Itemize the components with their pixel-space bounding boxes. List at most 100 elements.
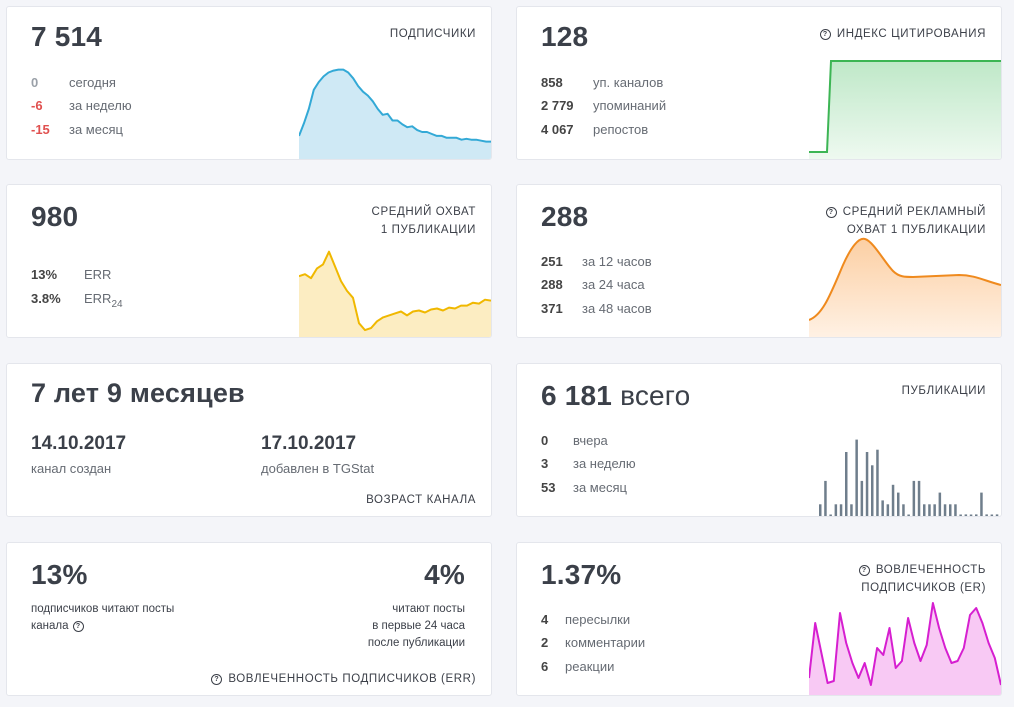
publications-title: ПУБЛИКАЦИИ	[901, 385, 986, 397]
help-icon[interactable]: ?	[858, 565, 870, 576]
stat-mentions: 2 779 упоминаний	[541, 98, 667, 113]
help-icon[interactable]: ?	[72, 621, 84, 632]
stat-12h: 251 за 12 часов	[541, 254, 652, 269]
citation-index: 128	[541, 21, 589, 52]
subscribers-count: 7 514	[31, 21, 103, 52]
publications-bar-chart	[819, 439, 999, 516]
help-icon[interactable]: ?	[211, 674, 223, 685]
publication-bar	[819, 504, 822, 516]
publication-bar	[891, 484, 895, 516]
ad-reach-card[interactable]: 288 ? СРЕДНИЙ РЕКЛАМНЫЙ ОХВАТ 1 ПУБЛИКАЦИ…	[516, 184, 1002, 338]
publication-bar	[902, 504, 905, 516]
avg-reach-title: СРЕДНИЙ ОХВАТ 1 ПУБЛИКАЦИИ	[371, 206, 476, 236]
stat-yesterday: 0 вчера	[541, 433, 608, 448]
sparkline-line	[299, 250, 491, 332]
ad-reach-title: ? СРЕДНИЙ РЕКЛАМНЫЙ ОХВАТ 1 ПУБЛИКАЦИИ	[825, 203, 986, 239]
avg-reach-card[interactable]: 980 СРЕДНИЙ ОХВАТ 1 ПУБЛИКАЦИИ 13% ERR 3.8…	[6, 184, 492, 338]
stat-today: 0 сегодня	[31, 75, 116, 90]
publication-bar	[933, 504, 936, 516]
channel-age-footer: ВОЗРАСТ КАНАЛА	[366, 494, 476, 506]
publication-bar	[995, 514, 999, 516]
sparkline-area	[299, 251, 491, 337]
stat-err: 13% ERR	[31, 267, 112, 282]
sparkline-line	[299, 68, 491, 143]
added-label: добавлен в TGStat	[261, 461, 375, 476]
publication-bar	[954, 504, 957, 516]
publication-bar	[907, 514, 910, 516]
help-icon[interactable]: ?	[819, 29, 831, 40]
avg-reach-value: 980	[31, 201, 79, 232]
stat-mentioning-channels: 858 уп. каналов	[541, 75, 664, 90]
publication-bar	[829, 514, 832, 516]
channel-age-value: 7 лет 9 месяцев	[31, 378, 245, 408]
stat-forwards: 4 пересылки	[541, 612, 631, 627]
err-right-text: читают посты в первые 24 часа после публ…	[367, 603, 465, 649]
publication-bar	[964, 514, 968, 516]
citation-title: ? ИНДЕКС ЦИТИРОВАНИЯ	[819, 25, 986, 43]
publication-bar	[949, 504, 952, 516]
publication-bar	[990, 514, 994, 516]
publication-bar	[980, 492, 983, 516]
publication-bar	[860, 480, 864, 516]
created-date: 14.10.2017	[31, 433, 127, 454]
er-value: 1.37%	[541, 559, 622, 590]
help-icon[interactable]: ?	[825, 207, 837, 218]
sparkline-area	[299, 69, 491, 159]
publication-bar	[886, 504, 890, 516]
subscribers-card[interactable]: 7 514 ПОДПИСЧИКИ 0 сегодня -6 за неделю -1…	[6, 6, 492, 160]
err-right-value: 4%	[424, 559, 465, 590]
subscribers-sparkline	[299, 68, 491, 159]
stat-week: -6 за неделю	[31, 98, 132, 113]
created-label: канал создан	[31, 461, 112, 476]
publication-bar	[917, 480, 921, 516]
publications-card[interactable]: 6 181 всего ПУБЛИКАЦИИ 0 вчера 3 за неделю…	[516, 363, 1002, 517]
er-sparkline	[809, 602, 1001, 695]
publication-bar	[845, 452, 848, 516]
stat-comments: 2 комментарии	[541, 635, 646, 650]
stat-week: 3 за неделю	[541, 456, 636, 471]
stat-reactions: 6 реакции	[541, 659, 615, 674]
channel-age-card[interactable]: 7 лет 9 месяцев 14.10.2017 канал создан …	[6, 363, 492, 517]
publication-bar	[912, 480, 916, 516]
stat-48h: 371 за 48 часов	[541, 301, 652, 316]
publication-bar	[897, 492, 900, 516]
citation-card[interactable]: 128 ? ИНДЕКС ЦИТИРОВАНИЯ 858 уп. каналов 2…	[516, 6, 1002, 160]
err-left-text: подписчиков читают посты канала?	[31, 603, 175, 632]
subscribers-title: ПОДПИСЧИКИ	[389, 28, 476, 40]
err-left-value: 13%	[31, 559, 88, 590]
publication-bar	[985, 514, 988, 516]
publication-bar	[928, 504, 931, 516]
publication-bar	[923, 504, 926, 516]
stat-reposts: 4 067 репостов	[541, 122, 649, 137]
stat-month: -15 за месяц	[31, 122, 123, 137]
publication-bar	[943, 504, 947, 516]
publication-bar	[959, 514, 962, 516]
ad-reach-sparkline	[809, 237, 1001, 337]
publication-bar	[834, 504, 838, 516]
avg-reach-sparkline	[299, 250, 491, 337]
sparkline-line	[809, 602, 1001, 686]
stat-err24: 3.8% ERR24	[31, 291, 123, 310]
sparkline-area	[809, 603, 1001, 695]
publication-bar	[850, 504, 853, 516]
err-footer: ? ВОВЛЕЧЕННОСТЬ ПОДПИСЧИКОВ (ERR)	[211, 673, 476, 685]
publication-bar	[938, 492, 942, 516]
ad-reach-value: 288	[541, 201, 589, 232]
publication-bar	[855, 439, 858, 516]
stat-month: 53 за месяц	[541, 480, 627, 495]
publication-bar	[871, 465, 874, 516]
publication-bar	[865, 452, 869, 516]
publication-bar	[969, 514, 973, 516]
publication-bar	[876, 449, 879, 516]
er-title: ? ВОВЛЕЧЕННОСТЬ ПОДПИСЧИКОВ (ER)	[858, 561, 986, 597]
publication-bar	[824, 480, 827, 516]
err-card[interactable]: 13% подписчиков читают посты канала? 4% …	[6, 542, 492, 696]
publication-bar	[975, 514, 978, 516]
publications-total: 6 181 всего	[541, 380, 691, 411]
publication-bar	[839, 504, 843, 516]
citation-sparkline	[809, 60, 1001, 159]
stat-24h: 288 за 24 часа	[541, 277, 645, 292]
added-date: 17.10.2017	[261, 433, 357, 454]
publication-bar	[881, 500, 884, 516]
